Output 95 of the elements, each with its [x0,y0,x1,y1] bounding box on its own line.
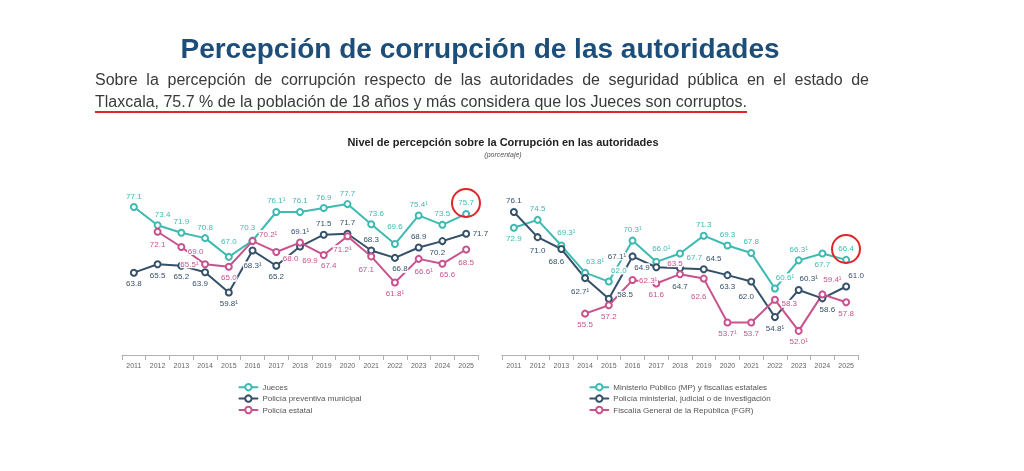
data-label: 60.6¹ [775,272,795,282]
data-label: 62.0 [738,292,755,302]
data-label: 61.8¹ [385,289,405,299]
data-label: 75.7 [458,198,475,208]
data-label: 73.4 [154,209,171,219]
data-label: 55.5 [577,320,594,330]
data-label: 65.6 [439,270,456,280]
data-label: 76.9 [315,192,333,202]
legend-label: Jueces [262,382,288,392]
data-label: 71.7 [339,218,356,228]
data-label: 68.3¹ [243,260,262,270]
data-label: 68.5 [458,257,475,267]
data-label: 71.9 [173,217,190,227]
legend-label: Policía ministerial, judicial o de investigación [613,394,771,404]
data-label: 66.6¹ [414,267,434,277]
data-label: 71.5 [315,219,333,229]
data-label: 73.5 [434,209,451,219]
data-label: 66.4 [838,244,855,254]
chart-subtitle: Sobre la percepción de corrupción respecto de las autoridades de seguridad pública en el estado de Tlaxcala, 75.7 % de la población de 18 años y más considera que los Jueces son corruptos. [95,71,869,110]
text: Nivel de percepción sobre la Corrupción en las autoridades [346,136,660,148]
data-label: 60.3¹ [799,274,819,284]
data-label: 64.9 [634,262,651,272]
data-label: 66.3¹ [789,244,809,254]
data-label: 72.9 [506,234,523,244]
data-label: 77.7 [339,188,356,198]
data-label: 67.1 [358,264,375,274]
data-label: 67.8 [743,237,760,247]
data-label: 62.6 [690,292,708,302]
data-label: 67.4 [320,261,338,271]
data-label: 65.2 [268,272,285,282]
data-label: 58.5 [617,290,634,300]
legend-label: Ministerio Público (MP) y fiscalías estatales [613,382,768,392]
data-label: 75.4¹ [409,199,429,209]
chart-title: Percepción de corrupción de las autoridades [179,33,781,65]
data-label: 65.5¹ [180,259,199,269]
data-label: 65.2 [173,272,190,282]
data-label: 62.3¹ [639,275,658,285]
data-label: 67.1¹ [607,251,627,261]
data-label: 69.0 [187,246,204,256]
data-label: 66.0¹ [652,244,671,254]
data-label: 73.6 [368,208,385,218]
data-label: 71.7 [472,229,489,239]
data-label: 70.8 [197,222,214,232]
data-label: 71.3 [695,220,713,230]
data-label: 63.9 [192,278,209,288]
data-label: 52.0¹ [789,337,809,347]
data-label: 70.3¹ [623,225,642,235]
data-label: 63.5 [667,258,684,268]
data-label: 65.5 [149,270,166,280]
data-label: 53.7 [743,329,760,339]
data-label: 63.8 [126,279,143,289]
data-label: 63.8¹ [585,257,605,267]
data-label: 68.0 [282,254,299,264]
data-label: 62.0 [611,266,628,276]
legend-label: Policía preventiva municipal [262,394,362,404]
data-label: 69.3 [719,230,736,240]
legend-label: Fiscalía General de la República (FGR) [613,405,754,415]
data-label: 58.3 [781,299,798,309]
legend-label: Policía estatal [262,405,313,415]
data-label: 57.2 [601,311,618,321]
data-label: 69.1¹ [290,227,310,237]
data-label: 64.5 [705,253,723,263]
data-label: 69.3¹ [557,228,576,238]
data-label: 74.5 [529,204,546,214]
data-label: 72.1 [149,240,166,250]
data-label: 77.1 [126,191,143,201]
data-label: 65.0 [221,273,238,283]
data-label: 54.8¹ [765,323,785,333]
data-label: 68.9 [410,232,427,242]
data-label: 61.6 [648,290,665,300]
data-label: 71.2¹ [333,244,352,254]
data-label: 57.8 [838,308,855,318]
data-label: 68.3 [363,234,380,244]
data-label: 66.8 [392,264,409,274]
data-label: 71.0 [529,245,546,255]
data-label: 67.0 [221,237,238,247]
data-label: 76.1 [506,196,523,206]
data-label: 67.7 [814,259,831,269]
data-label: 59.8¹ [219,298,239,308]
data-label: 68.6 [548,257,565,267]
data-label: 70.3 [239,223,256,233]
data-label: 76.1¹ [267,196,286,206]
data-label: 61.0 [848,271,865,280]
data-label: 62.7¹ [570,286,590,296]
data-label: 76.1 [292,196,309,206]
data-label: 69.9 [302,256,319,266]
data-label: 70.2 [429,247,446,257]
data-label: 58.6 [819,304,836,314]
data-label: 59.4¹ [823,274,842,284]
data-label: 69.6 [387,221,404,231]
data-label: 53.7¹ [718,329,737,339]
data-label: 67.7 [686,252,703,262]
data-label: 63.3 [719,281,736,291]
data-label: 70.2¹ [259,229,278,239]
data-label: 64.7 [672,281,689,291]
